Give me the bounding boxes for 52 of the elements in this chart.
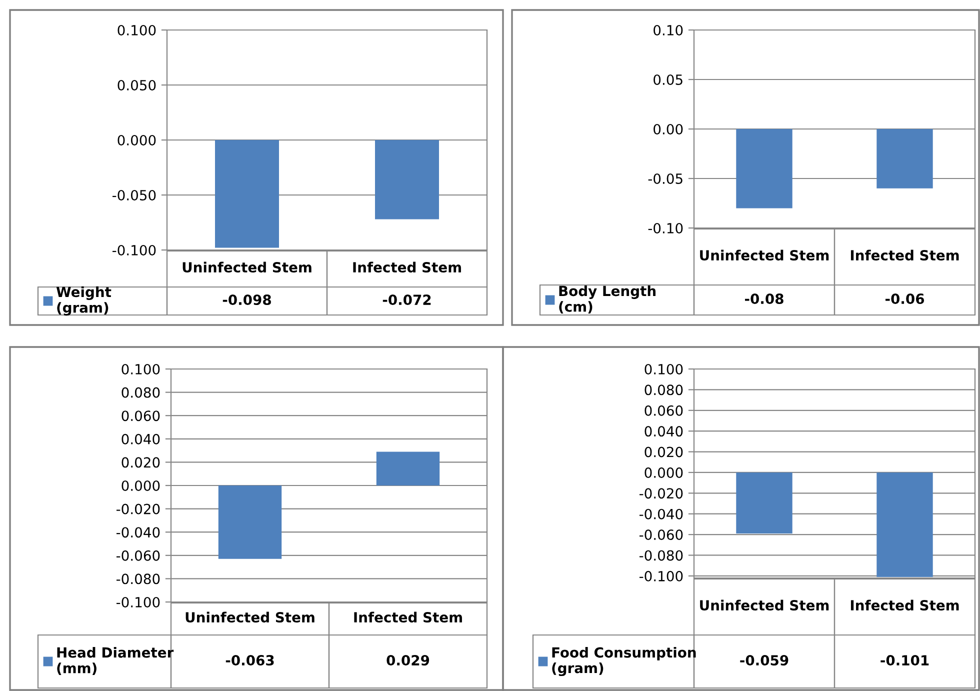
y-tick-label: -0.100 <box>112 244 156 256</box>
y-tick-label: 0.10 <box>654 24 683 36</box>
y-tick-label: 0.060 <box>644 405 683 416</box>
y-tick-label: -0.080 <box>639 550 683 561</box>
y-tick-label: 0.000 <box>118 134 156 146</box>
y-tick-label: -0.10 <box>648 222 683 234</box>
y-tick-label: -0.060 <box>116 550 160 561</box>
y-tick-label: 0.000 <box>122 480 160 491</box>
x-tick-label: Uninfected Stem <box>186 612 314 623</box>
x-tick-label: Infected Stem <box>353 262 461 273</box>
y-tick-label: 0.080 <box>644 384 683 396</box>
data-label: -0.101 <box>880 655 929 666</box>
y-tick-label: 0.040 <box>122 434 160 444</box>
x-tick-label: Uninfected Stem <box>700 600 829 611</box>
y-tick-label: 0.020 <box>644 446 683 458</box>
y-tick-label: 0.100 <box>118 24 156 36</box>
data-label: -0.072 <box>382 294 431 306</box>
y-tick-label: 0.040 <box>644 426 683 437</box>
y-tick-label: -0.100 <box>639 570 683 582</box>
data-label: 0.029 <box>386 655 430 666</box>
x-tick-label: Infected Stem <box>850 600 959 611</box>
y-tick-label: -0.040 <box>639 508 683 520</box>
y-tick-label: 0.100 <box>644 364 683 374</box>
y-tick-label: 0.05 <box>654 74 682 85</box>
y-tick-label: 0.000 <box>644 467 683 478</box>
legend-label: Food Consumption (gram) <box>552 646 696 676</box>
y-tick-label: -0.100 <box>116 596 160 608</box>
y-tick-label: 0.050 <box>118 80 156 90</box>
x-tick-label: Infected Stem <box>850 250 959 261</box>
y-tick-label: -0.080 <box>116 574 160 584</box>
y-tick-label: 0.00 <box>654 124 683 134</box>
data-label: -0.06 <box>885 294 924 304</box>
x-tick-label: Infected Stem <box>354 612 462 623</box>
y-tick-label: -0.05 <box>648 173 682 184</box>
x-tick-label: Uninfected Stem <box>700 250 829 261</box>
y-tick-label: -0.020 <box>116 504 160 514</box>
data-label: -0.08 <box>744 294 784 304</box>
legend-label: Weight (gram) <box>56 286 112 316</box>
x-tick-label: Uninfected Stem <box>182 262 312 273</box>
y-tick-label: 0.060 <box>122 410 160 422</box>
legend-label: Head Diameter (mm) <box>57 647 174 675</box>
y-tick-label: 0.080 <box>122 387 160 398</box>
y-tick-label: -0.050 <box>112 190 156 200</box>
data-label: -0.098 <box>222 294 271 306</box>
y-tick-label: 0.100 <box>122 364 160 374</box>
y-tick-label: -0.060 <box>639 530 683 540</box>
y-tick-label: 0.020 <box>122 457 160 468</box>
data-label: -0.059 <box>740 655 788 666</box>
legend-label: Body Length (cm) <box>559 285 656 314</box>
data-label: -0.063 <box>226 655 274 666</box>
y-tick-label: -0.020 <box>639 488 683 499</box>
y-tick-label: -0.040 <box>116 527 160 538</box>
